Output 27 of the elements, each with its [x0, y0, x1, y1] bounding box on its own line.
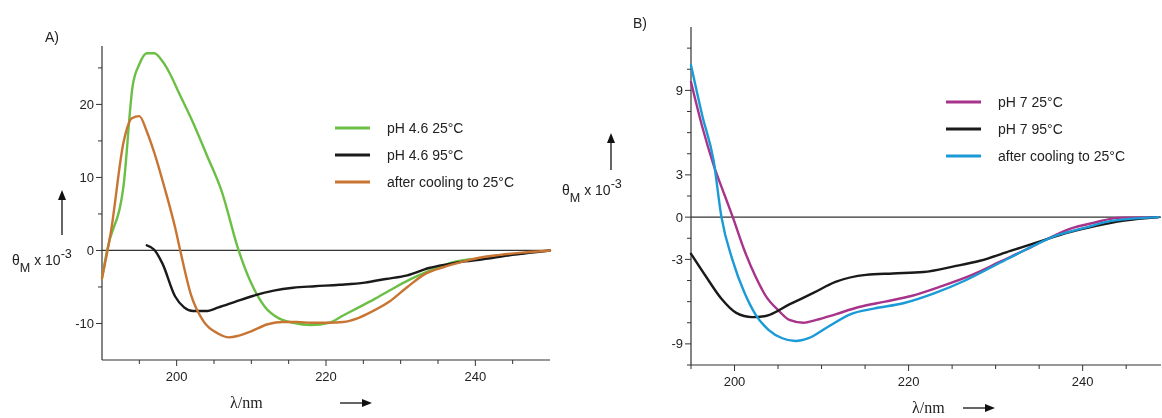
x-tick-label: 240 [1071, 374, 1094, 389]
y-tick-label: 3 [675, 167, 683, 183]
y-tick-label: -9 [671, 336, 683, 352]
legend-label: pH 7 95°C [998, 120, 1063, 137]
x-tick-label: 240 [464, 369, 487, 384]
x-tick-label: 220 [315, 369, 337, 384]
x-tick-label: 220 [897, 374, 920, 389]
y-tick-label: 10 [79, 169, 94, 185]
y-tick-label: 0 [86, 243, 94, 259]
legend-label: pH 4.6 95°C [387, 146, 464, 163]
x-axis-title: λ/nm [912, 399, 946, 416]
y-tick-label: 9 [675, 82, 683, 98]
y-tick-label: -3 [671, 251, 683, 267]
y-tick-label: 20 [79, 96, 94, 112]
x-tick-label: 200 [165, 369, 188, 384]
chart-title: A) [45, 29, 59, 45]
legend-label: pH 7 25°C [998, 93, 1063, 110]
x-tick-label: 200 [723, 374, 746, 389]
legend-label: pH 4.6 25°C [387, 119, 464, 136]
x-axis-title: λ/nm [230, 394, 264, 411]
y-axis-title: θ$_{M}$ x 10$^{-3}$ [562, 177, 622, 205]
y-tick-label: 0 [675, 209, 683, 225]
y-axis-title: θ$_{M}$ x 10$^{-3}$ [12, 247, 72, 275]
legend-label: after cooling to 25°C [998, 147, 1126, 164]
chart-title: B) [633, 15, 647, 31]
y-tick-label: -10 [75, 316, 94, 332]
legend-label: after cooling to 25°C [387, 173, 515, 190]
